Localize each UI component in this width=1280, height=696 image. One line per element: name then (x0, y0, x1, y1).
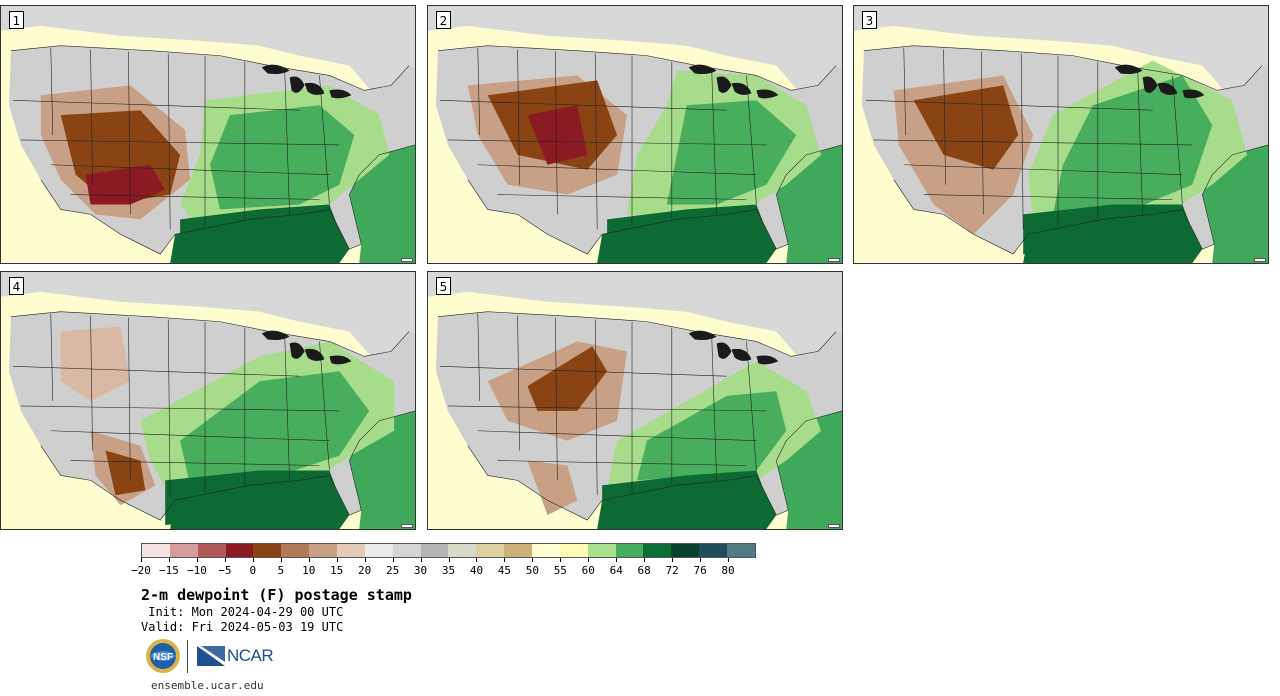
dewpoint-map-4 (1, 272, 415, 529)
panel-scale-tick (828, 524, 840, 528)
panel-number-label: 4 (9, 277, 24, 295)
colorbar-tick-label: 50 (525, 564, 539, 577)
colorbar-tick (532, 558, 534, 562)
colorbar-swatch (197, 544, 226, 557)
colorbar-swatch (281, 544, 310, 557)
colorbar-tick (672, 558, 674, 562)
colorbar-tick (308, 558, 310, 562)
panel-scale-tick (401, 524, 413, 528)
dewpoint-map-3 (854, 6, 1268, 263)
colorbar-tick-label: 30 (413, 564, 428, 577)
site-url[interactable]: ensemble.ucar.edu (151, 679, 264, 692)
colorbar-tick (364, 558, 366, 562)
colorbar-tick-label: 25 (385, 564, 400, 577)
colorbar-swatch (169, 544, 198, 557)
colorbar-tick-label: 20 (358, 564, 372, 577)
colorbar-tick-label: 60 (581, 564, 595, 577)
panel-number-label: 5 (436, 277, 451, 295)
panel-scale-tick (401, 258, 413, 262)
colorbar-tick-label: 0 (249, 564, 257, 577)
map-panel-4[interactable]: 4 (0, 271, 416, 530)
colorbar-tick-label: −5 (218, 564, 232, 577)
colorbar-tick-label: −15 (159, 564, 179, 577)
colorbar-tick-label: 64 (609, 564, 623, 577)
map-panel-2[interactable]: 2 (427, 5, 843, 264)
colorbar-tick (644, 558, 646, 562)
nsf-logo-text: NSF (153, 652, 173, 663)
colorbar-tick (616, 558, 618, 562)
panel-scale-tick (828, 258, 840, 262)
colorbar-tick-label: 76 (693, 564, 707, 577)
colorbar-tick (336, 558, 338, 562)
panel-number-label: 2 (436, 11, 451, 29)
colorbar-tick-label: −20 (131, 564, 151, 577)
colorbar-swatch (448, 544, 477, 557)
colorbar-swatch (671, 544, 700, 557)
colorbar-tick-label: 40 (469, 564, 484, 577)
colorbar-swatch (476, 544, 505, 557)
chart-title: 2-m dewpoint (F) postage stamp (141, 586, 412, 604)
colorbar-tick (448, 558, 450, 562)
colorbar-swatch (504, 544, 533, 557)
colorbar-tick-label: 80 (721, 564, 735, 577)
colorbar-tick-label: 15 (330, 564, 344, 577)
colorbar-tick (728, 558, 730, 562)
map-panel-3[interactable]: 3 (853, 5, 1269, 264)
colorbar-swatch (142, 544, 170, 557)
colorbar-tick (196, 558, 198, 562)
colorbar-swatch (587, 544, 616, 557)
panel-number-label: 3 (862, 11, 877, 29)
colorbar-tick-label: 5 (277, 564, 285, 577)
colorbar-tick (504, 558, 506, 562)
dewpoint-map-1 (1, 6, 415, 263)
colorbar-tick-label: 55 (553, 564, 567, 577)
colorbar-tick (141, 558, 142, 562)
colorbar-swatch (532, 544, 560, 557)
colorbar-swatch (615, 544, 644, 557)
colorbar-tick (392, 558, 394, 562)
panel-scale-tick (1254, 258, 1266, 262)
nsf-logo: NSF (146, 639, 180, 673)
colorbar-swatch (309, 544, 338, 557)
colorbar-tick (168, 558, 170, 562)
colorbar-tick (700, 558, 702, 562)
colorbar-tick-labels: −20 −15 −10 −5 0 5 10 15 20 25 30 35 40 45 50 55 60 64 68 7… (131, 558, 756, 578)
logo-divider (187, 640, 188, 673)
map-panel-1[interactable]: 1 (0, 5, 416, 264)
colorbar-swatch (699, 544, 728, 557)
valid-time: Valid: Fri 2024-05-03 19 UTC (141, 620, 344, 634)
panel-number-label: 1 (9, 11, 24, 29)
colorbar-swatch (392, 544, 421, 557)
init-time: Init: Mon 2024-04-29 00 UTC (141, 605, 344, 619)
colorbar-tick (224, 558, 226, 562)
ncar-logo-text: NCAR (227, 646, 274, 665)
colorbar-tick-label: 10 (302, 564, 316, 577)
colorbar-tick-label: −10 (186, 564, 207, 577)
colorbar-swatch (364, 544, 393, 557)
colorbar-swatch (643, 544, 672, 557)
colorbar-swatch (337, 544, 365, 557)
colorbar-tick (560, 558, 562, 562)
colorbar-swatch (559, 544, 588, 557)
colorbar-tick (252, 558, 254, 562)
colorbar-tick (476, 558, 478, 562)
colorbar-tick (588, 558, 590, 562)
sponsor-logos[interactable]: NSF NCAR (145, 638, 275, 676)
colorbar-swatch (727, 544, 755, 557)
colorbar-swatch (420, 544, 449, 557)
colorbar-tick (280, 558, 282, 562)
dewpoint-map-5 (428, 272, 842, 529)
map-panel-5[interactable]: 5 (427, 271, 843, 530)
dewpoint-map-2 (428, 6, 842, 263)
colorbar-tick-label: 72 (665, 564, 679, 577)
colorbar-tick (420, 558, 422, 562)
colorbar-tick-label: 35 (441, 564, 456, 577)
colorbar-tick-label: 68 (637, 564, 651, 577)
colorbar-tick-label: 45 (497, 564, 512, 577)
dewpoint-colorbar (141, 543, 756, 558)
colorbar-swatch (225, 544, 254, 557)
ncar-logo (197, 646, 225, 666)
colorbar-swatch (253, 544, 282, 557)
